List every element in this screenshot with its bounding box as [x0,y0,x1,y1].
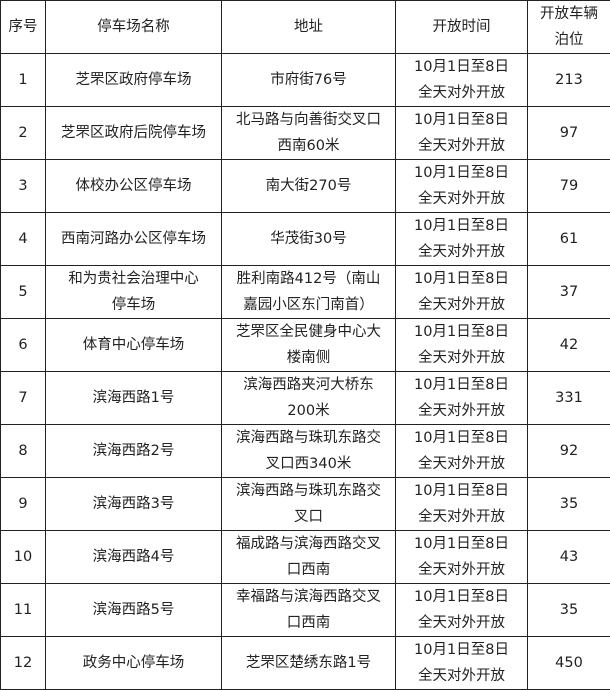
cell-spaces: 450 [528,637,610,690]
cell-time: 10月1日至8日 全天对外开放 [396,637,528,690]
cell-spaces: 43 [528,531,610,584]
cell-address: 滨海西路夹河大桥东 200米 [222,372,396,425]
cell-no: 2 [1,107,46,160]
cell-address: 幸福路与滨海西路交叉 口西南 [222,584,396,637]
cell-no: 4 [1,213,46,266]
cell-time: 10月1日至8日 全天对外开放 [396,531,528,584]
cell-address: 滨海西路与珠玑东路交 叉口西340米 [222,425,396,478]
cell-no: 7 [1,372,46,425]
cell-spaces: 92 [528,425,610,478]
header-address: 地址 [222,1,396,54]
cell-spaces: 37 [528,266,610,319]
cell-time: 10月1日至8日 全天对外开放 [396,266,528,319]
cell-no: 8 [1,425,46,478]
cell-address: 华茂街30号 [222,213,396,266]
cell-no: 12 [1,637,46,690]
cell-name: 滨海西路2号 [46,425,222,478]
cell-name: 滨海西路4号 [46,531,222,584]
cell-name: 体育中心停车场 [46,319,222,372]
cell-time: 10月1日至8日 全天对外开放 [396,584,528,637]
cell-no: 11 [1,584,46,637]
cell-address: 北马路与向善街交叉口 西南60米 [222,107,396,160]
cell-name: 芝罘区政府停车场 [46,54,222,107]
header-name: 停车场名称 [46,1,222,54]
header-no: 序号 [1,1,46,54]
cell-address: 芝罘区全民健身中心大 楼南侧 [222,319,396,372]
cell-spaces: 213 [528,54,610,107]
cell-spaces: 42 [528,319,610,372]
cell-no: 10 [1,531,46,584]
cell-name: 滨海西路5号 [46,584,222,637]
cell-name: 滨海西路1号 [46,372,222,425]
cell-spaces: 61 [528,213,610,266]
cell-time: 10月1日至8日 全天对外开放 [396,107,528,160]
cell-name: 西南河路办公区停车场 [46,213,222,266]
cell-time: 10月1日至8日 全天对外开放 [396,425,528,478]
cell-spaces: 331 [528,372,610,425]
cell-no: 5 [1,266,46,319]
header-row: 序号 停车场名称 地址 开放时间 开放车辆 泊位 [1,1,610,54]
cell-time: 10月1日至8日 全天对外开放 [396,478,528,531]
cell-no: 3 [1,160,46,213]
cell-spaces: 97 [528,107,610,160]
cell-time: 10月1日至8日 全天对外开放 [396,54,528,107]
cell-name: 和为贵社会治理中心 停车场 [46,266,222,319]
cell-time: 10月1日至8日 全天对外开放 [396,372,528,425]
cell-time: 10月1日至8日 全天对外开放 [396,319,528,372]
cell-no: 1 [1,54,46,107]
cell-address: 芝罘区楚绣东路1号 [222,637,396,690]
cell-spaces: 35 [528,584,610,637]
cell-address: 滨海西路与珠玑东路交 叉口 [222,478,396,531]
cell-address: 南大街270号 [222,160,396,213]
cell-name: 政务中心停车场 [46,637,222,690]
cell-no: 6 [1,319,46,372]
header-time: 开放时间 [396,1,528,54]
cell-address: 胜利南路412号（南山 嘉园小区东门南首） [222,266,396,319]
cell-spaces: 79 [528,160,610,213]
cell-time: 10月1日至8日 全天对外开放 [396,213,528,266]
cell-address: 福成路与滨海西路交叉 口西南 [222,531,396,584]
cell-spaces: 35 [528,478,610,531]
cell-time: 10月1日至8日 全天对外开放 [396,160,528,213]
cell-name: 滨海西路3号 [46,478,222,531]
cell-name: 体校办公区停车场 [46,160,222,213]
cell-address: 市府街76号 [222,54,396,107]
cell-name: 芝罘区政府后院停车场 [46,107,222,160]
header-spaces: 开放车辆 泊位 [528,1,610,54]
cell-no: 9 [1,478,46,531]
